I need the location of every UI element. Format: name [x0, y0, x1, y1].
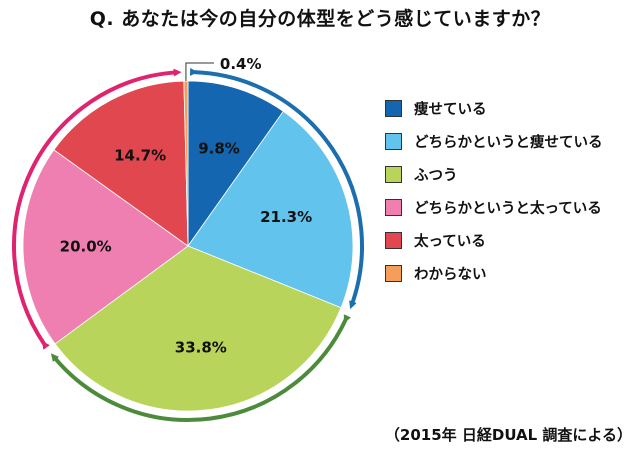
callout-line	[185, 62, 214, 82]
legend-label: どちらかというと痩せている	[414, 134, 603, 151]
arrow-normal-group	[50, 314, 352, 422]
legend-swatch	[385, 132, 402, 150]
legend-item: ふつう	[385, 163, 603, 185]
data-label-3: 33.8%	[175, 338, 227, 356]
legend-item: 痩せている	[385, 97, 603, 119]
legend-swatch	[385, 165, 402, 183]
legend-swatch	[385, 198, 402, 216]
legend: 痩せているどちらかというと痩せている ふつうどちらかというと太っている 太っているわ…	[385, 97, 603, 295]
arrow-fat-group	[12, 68, 182, 350]
legend-item: どちらかというと痩せている	[385, 130, 603, 152]
chart-title: Q. あなたは今の自分の体型をどう感じていますか？	[89, 8, 551, 30]
data-label-5: 14.7%	[114, 147, 166, 165]
legend-item: わからない	[385, 262, 603, 284]
legend-swatch	[385, 264, 402, 282]
legend-swatch	[385, 231, 402, 249]
source-note: （2015年 日経DUAL 調査による）	[384, 426, 632, 444]
legend-swatch	[385, 99, 402, 117]
legend-label: ふつう	[414, 167, 458, 184]
data-label-4: 20.0%	[60, 238, 112, 256]
data-label-6: 0.4%	[220, 55, 262, 73]
legend-label: わからない	[414, 266, 487, 283]
legend-label: どちらかというと太っている	[414, 200, 602, 217]
legend-label: 太っている	[414, 233, 486, 250]
legend-label: 痩せている	[414, 101, 487, 118]
data-label-2: 21.3%	[260, 208, 312, 226]
arrow-thin-group	[189, 67, 364, 310]
legend-item: どちらかというと太っている	[385, 196, 603, 218]
data-label-1: 9.8%	[198, 140, 240, 158]
legend-item: 太っている	[385, 229, 603, 251]
